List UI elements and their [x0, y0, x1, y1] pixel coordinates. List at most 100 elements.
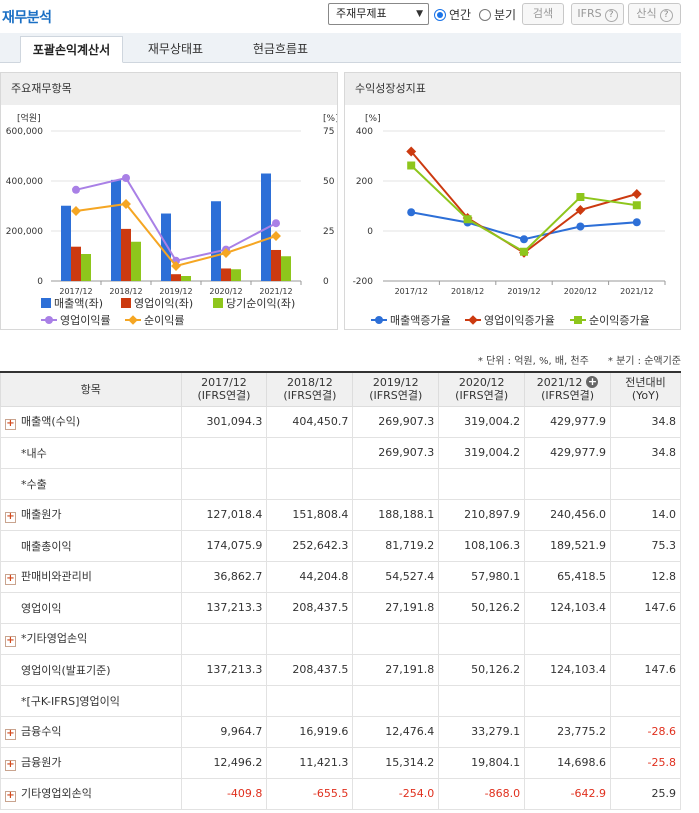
search-button[interactable]: 검색: [522, 3, 564, 25]
table-cell: 50,126.2: [438, 591, 526, 624]
data-point: [171, 261, 181, 271]
table-cell: 429,977.9: [524, 405, 612, 438]
table-cell: 12,496.2: [180, 746, 268, 779]
row-label: 매출액(수익): [21, 415, 81, 428]
column-header-sub: (IFRS연결): [541, 389, 595, 403]
data-point: [221, 248, 231, 258]
column-header-label: 2017/12: [201, 376, 247, 390]
table-cell: 174,075.9: [180, 529, 268, 562]
legend-item: 순이익률: [125, 312, 184, 328]
column-header: 2017/12 (IFRS연결): [180, 371, 268, 407]
legend-swatch: [465, 315, 481, 325]
series-line: [75, 176, 277, 262]
table-cell: 137,213.3: [180, 653, 268, 686]
formula-button[interactable]: 산식?: [628, 3, 681, 25]
table-cell: 269,907.3: [352, 436, 440, 469]
column-header-label: 2018/12: [287, 376, 333, 390]
radio-annual[interactable]: 연간: [434, 6, 471, 23]
table-cell: [180, 436, 268, 469]
expand-plus-icon[interactable]: +: [5, 635, 16, 647]
add-column-icon[interactable]: +: [586, 375, 599, 389]
table-cell: 124,103.4: [524, 591, 612, 624]
table-cell: [610, 622, 681, 655]
legend-swatch: [41, 315, 57, 325]
row-label: *내수: [21, 446, 47, 460]
table-cell: 189,521.9: [524, 529, 612, 562]
table-cell: -28.6: [610, 715, 681, 748]
row-label-cell[interactable]: + *기타영업손익: [0, 622, 182, 655]
table-cell: 54,527.4: [352, 560, 440, 593]
column-header: 2018/12 (IFRS연결): [266, 371, 354, 407]
column-header-label: 2020/12: [458, 376, 505, 390]
table-cell: 15,314.2: [352, 746, 440, 779]
legend-label: 매출액증가율: [390, 314, 451, 327]
statement-type-value: 주재무제표: [336, 7, 387, 20]
expand-plus-icon[interactable]: +: [5, 573, 16, 585]
data-point: [407, 208, 416, 217]
tab-balance-sheet[interactable]: 재무상태표: [147, 42, 204, 56]
table-cell: 301,094.3: [180, 405, 268, 438]
quarter-note: * 분기 : 순액기준: [607, 356, 681, 367]
row-label: *기타영업손익: [21, 632, 88, 645]
table-header-row: 항목 2017/12 (IFRS연결) 2018/12 (IFRS연결) 2019/…: [0, 371, 681, 407]
table-cell: [438, 684, 526, 717]
row-label: *[구K-IFRS]영업이익: [21, 694, 120, 708]
x-tick-label: 2021/12: [620, 287, 653, 295]
tab-income-statement[interactable]: 포괄손익계산서: [20, 36, 123, 63]
table-cell: 147.6: [610, 653, 681, 686]
row-label-cell[interactable]: + 기타영업외손익: [0, 777, 182, 810]
expand-plus-icon[interactable]: +: [5, 790, 16, 802]
legend-label: 매출액(좌): [54, 297, 104, 310]
table-cell: [352, 622, 440, 655]
row-label-cell[interactable]: + 금융수익: [0, 715, 182, 748]
x-tick-label: 2018/12: [109, 287, 142, 295]
y-tick-label: 200,000: [6, 227, 43, 237]
series-line: [411, 211, 637, 241]
radio-quarter[interactable]: 분기: [479, 6, 516, 23]
table-row: + 기타영업외손익 -409.8 -655.5 -254.0 -868.0 -642.9 25…: [0, 777, 681, 810]
row-label-cell[interactable]: + 판매비와관리비: [0, 560, 182, 593]
column-header-sub: (YoY): [631, 389, 660, 403]
bar: [61, 205, 71, 281]
table-cell: 57,980.1: [438, 560, 526, 593]
data-point: [72, 185, 80, 194]
x-tick-label: 2020/12: [209, 287, 242, 295]
table-cell: [352, 467, 440, 500]
radio-quarter-label: 분기: [494, 8, 517, 22]
data-point: [632, 201, 641, 210]
expand-plus-icon[interactable]: +: [5, 418, 16, 430]
table-cell: [438, 622, 526, 655]
row-label-cell[interactable]: + 매출원가: [0, 498, 182, 531]
x-tick-label: 2019/12: [159, 287, 192, 295]
table-cell: 319,004.2: [438, 436, 526, 469]
x-tick-label: 2017/12: [395, 287, 428, 295]
row-label-cell[interactable]: + 매출액(수익): [0, 405, 182, 438]
table-cell: 137,213.3: [180, 591, 268, 624]
bar: [111, 179, 121, 281]
y-tick-label: 0: [37, 277, 43, 287]
page-title: 재무분석: [2, 10, 52, 26]
expand-plus-icon[interactable]: +: [5, 511, 16, 523]
row-label-cell[interactable]: + 금융원가: [0, 746, 182, 779]
tab-cash-flow[interactable]: 현금흐름표: [252, 42, 309, 56]
table-cell: 147.6: [610, 591, 681, 624]
row-label-cell: 영업이익(발표기준): [0, 653, 182, 686]
expand-plus-icon[interactable]: +: [5, 728, 16, 740]
row-label: 영업이익(발표기준): [21, 663, 111, 677]
ifrs-button[interactable]: IFRS?: [571, 3, 624, 25]
table-cell: [266, 622, 354, 655]
bar: [161, 213, 171, 281]
table-cell: 81,719.2: [352, 529, 440, 562]
expand-plus-icon[interactable]: +: [5, 759, 16, 771]
table-row: + 금융원가 12,496.2 11,421.3 15,314.2 19,804.1 14,…: [0, 746, 681, 779]
row-label-cell: 영업이익: [0, 591, 182, 624]
y2-tick-label: 0: [323, 277, 329, 287]
row-label: 매출원가: [21, 508, 62, 521]
statement-type-select[interactable]: 주재무제표 ▼: [328, 3, 429, 25]
legend-swatch: [41, 298, 51, 308]
legend-item: 영업이익(좌): [121, 295, 193, 311]
table-cell: 11,421.3: [266, 746, 354, 779]
column-header-sub: (IFRS연결): [455, 389, 509, 403]
column-header: 2019/12 (IFRS연결): [352, 371, 440, 407]
formula-button-label: 산식: [636, 7, 657, 20]
